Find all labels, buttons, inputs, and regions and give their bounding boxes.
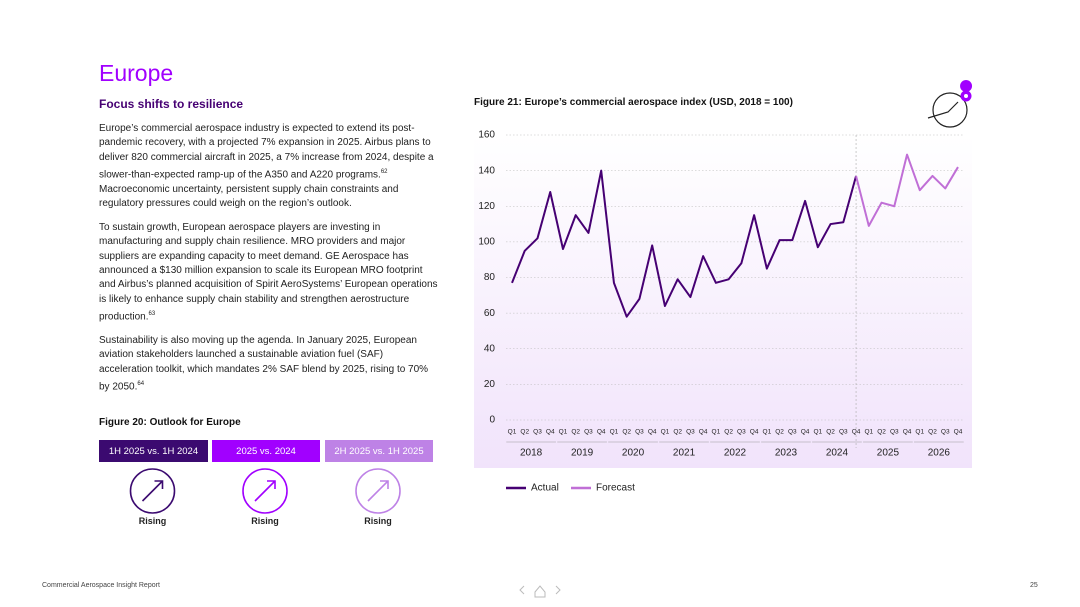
series-line	[511, 169, 858, 318]
paragraph: Sustainability is also moving up the age…	[99, 334, 439, 395]
year-label: 2026	[928, 448, 951, 459]
text: Macroeconomic uncertainty, persistent su…	[99, 183, 399, 210]
trend-arrow	[141, 480, 164, 502]
y-tick-label: 0	[489, 415, 495, 426]
x-tick-label: Q3	[686, 429, 695, 436]
nav	[519, 585, 561, 598]
footnote-ref: 64	[137, 381, 145, 388]
x-tick-label: Q2	[520, 429, 529, 436]
outlook-status: Rising	[251, 516, 279, 526]
x-tick-label: Q4	[852, 429, 861, 436]
text: Europe’s commercial aerospace industry i…	[99, 123, 434, 181]
page-number: 25	[1030, 582, 1038, 589]
y-tick-label: 120	[478, 201, 495, 212]
y-tick-label: 100	[478, 237, 495, 248]
x-tick-label: Q2	[928, 429, 937, 436]
x-tick-label: Q1	[813, 429, 822, 436]
x-tick-label: Q4	[699, 429, 708, 436]
year-label: 2021	[673, 448, 696, 459]
x-tick-label: Q1	[559, 429, 568, 436]
x-tick-label: Q1	[610, 429, 619, 436]
x-tick-label: Q1	[712, 429, 721, 436]
year-label: 2020	[622, 448, 645, 459]
x-tick-label: Q3	[737, 429, 746, 436]
legend-label: Forecast	[596, 483, 635, 494]
y-tick-label: 60	[484, 308, 496, 319]
x-tick-label: Q3	[635, 429, 644, 436]
x-tick-label: Q4	[597, 429, 606, 436]
x-tick-label: Q2	[877, 429, 886, 436]
x-tick-label: Q2	[673, 429, 682, 436]
x-tick-label: Q4	[954, 429, 963, 436]
x-tick-label: Q1	[864, 429, 873, 436]
x-tick-label: Q3	[533, 429, 542, 436]
footnote-ref: 62	[380, 169, 388, 176]
outlook-label: 1H 2025 vs. 1H 2024	[99, 440, 208, 462]
x-tick-label: Q4	[801, 429, 810, 436]
year-label: 2024	[826, 448, 849, 459]
footer-text: Commercial Aerospace Insight Report	[42, 582, 160, 589]
x-tick-label: Q3	[839, 429, 848, 436]
x-tick-label: Q4	[546, 429, 555, 436]
paragraph: Europe’s commercial aerospace industry i…	[99, 122, 439, 212]
x-tick-label: Q2	[775, 429, 784, 436]
figure-title: Figure 20: Outlook for Europe	[99, 417, 241, 428]
x-tick-label: Q2	[622, 429, 631, 436]
paragraph: To sustain growth, European aerospace pl…	[99, 221, 439, 325]
y-tick-label: 160	[478, 130, 495, 141]
page-title: Europe	[99, 60, 174, 86]
plot-background	[474, 135, 972, 468]
figure-title: Figure 21: Europe’s commercial aerospace…	[474, 97, 793, 108]
year-label: 2023	[775, 448, 798, 459]
body-text: Europe’s commercial aerospace industry i…	[99, 122, 439, 404]
trend-arrow	[254, 480, 276, 502]
x-tick-label: Q1	[508, 429, 517, 436]
x-tick-label: Q4	[648, 429, 657, 436]
x-tick-label: Q3	[890, 429, 899, 436]
x-tick-label: Q1	[915, 429, 924, 436]
year-label: 2019	[571, 448, 594, 459]
year-label: 2022	[724, 448, 747, 459]
outlook-status: Rising	[364, 516, 392, 526]
text: To sustain growth, European aerospace pl…	[99, 221, 438, 323]
outlook-label: 2025 vs. 2024	[212, 440, 320, 462]
footnote-ref: 63	[148, 311, 156, 318]
y-tick-label: 20	[484, 379, 496, 390]
x-tick-label: Q2	[826, 429, 835, 436]
outlook-label: 2H 2025 vs. 1H 2025	[325, 440, 433, 462]
x-tick-label: Q3	[941, 429, 950, 436]
text: Sustainability is also moving up the age…	[99, 334, 429, 393]
section-subtitle: Focus shifts to resilience	[99, 97, 244, 111]
series-line	[855, 153, 959, 227]
x-tick-label: Q2	[724, 429, 733, 436]
y-tick-label: 40	[484, 343, 496, 354]
y-tick-label: 80	[484, 272, 496, 283]
x-tick-label: Q4	[750, 429, 759, 436]
year-label: 2025	[877, 448, 900, 459]
x-tick-label: Q1	[661, 429, 670, 436]
travel-icon	[927, 80, 973, 128]
outlook-status: Rising	[138, 516, 167, 526]
x-tick-label: Q3	[584, 429, 593, 436]
x-tick-label: Q2	[571, 429, 580, 436]
legend-label: Actual	[531, 483, 559, 494]
year-label: 2018	[520, 448, 543, 459]
x-tick-label: Q3	[788, 429, 797, 436]
y-tick-label: 140	[478, 165, 495, 176]
x-tick-label: Q1	[763, 429, 772, 436]
x-tick-label: Q4	[903, 429, 912, 436]
trend-arrow	[367, 480, 389, 502]
